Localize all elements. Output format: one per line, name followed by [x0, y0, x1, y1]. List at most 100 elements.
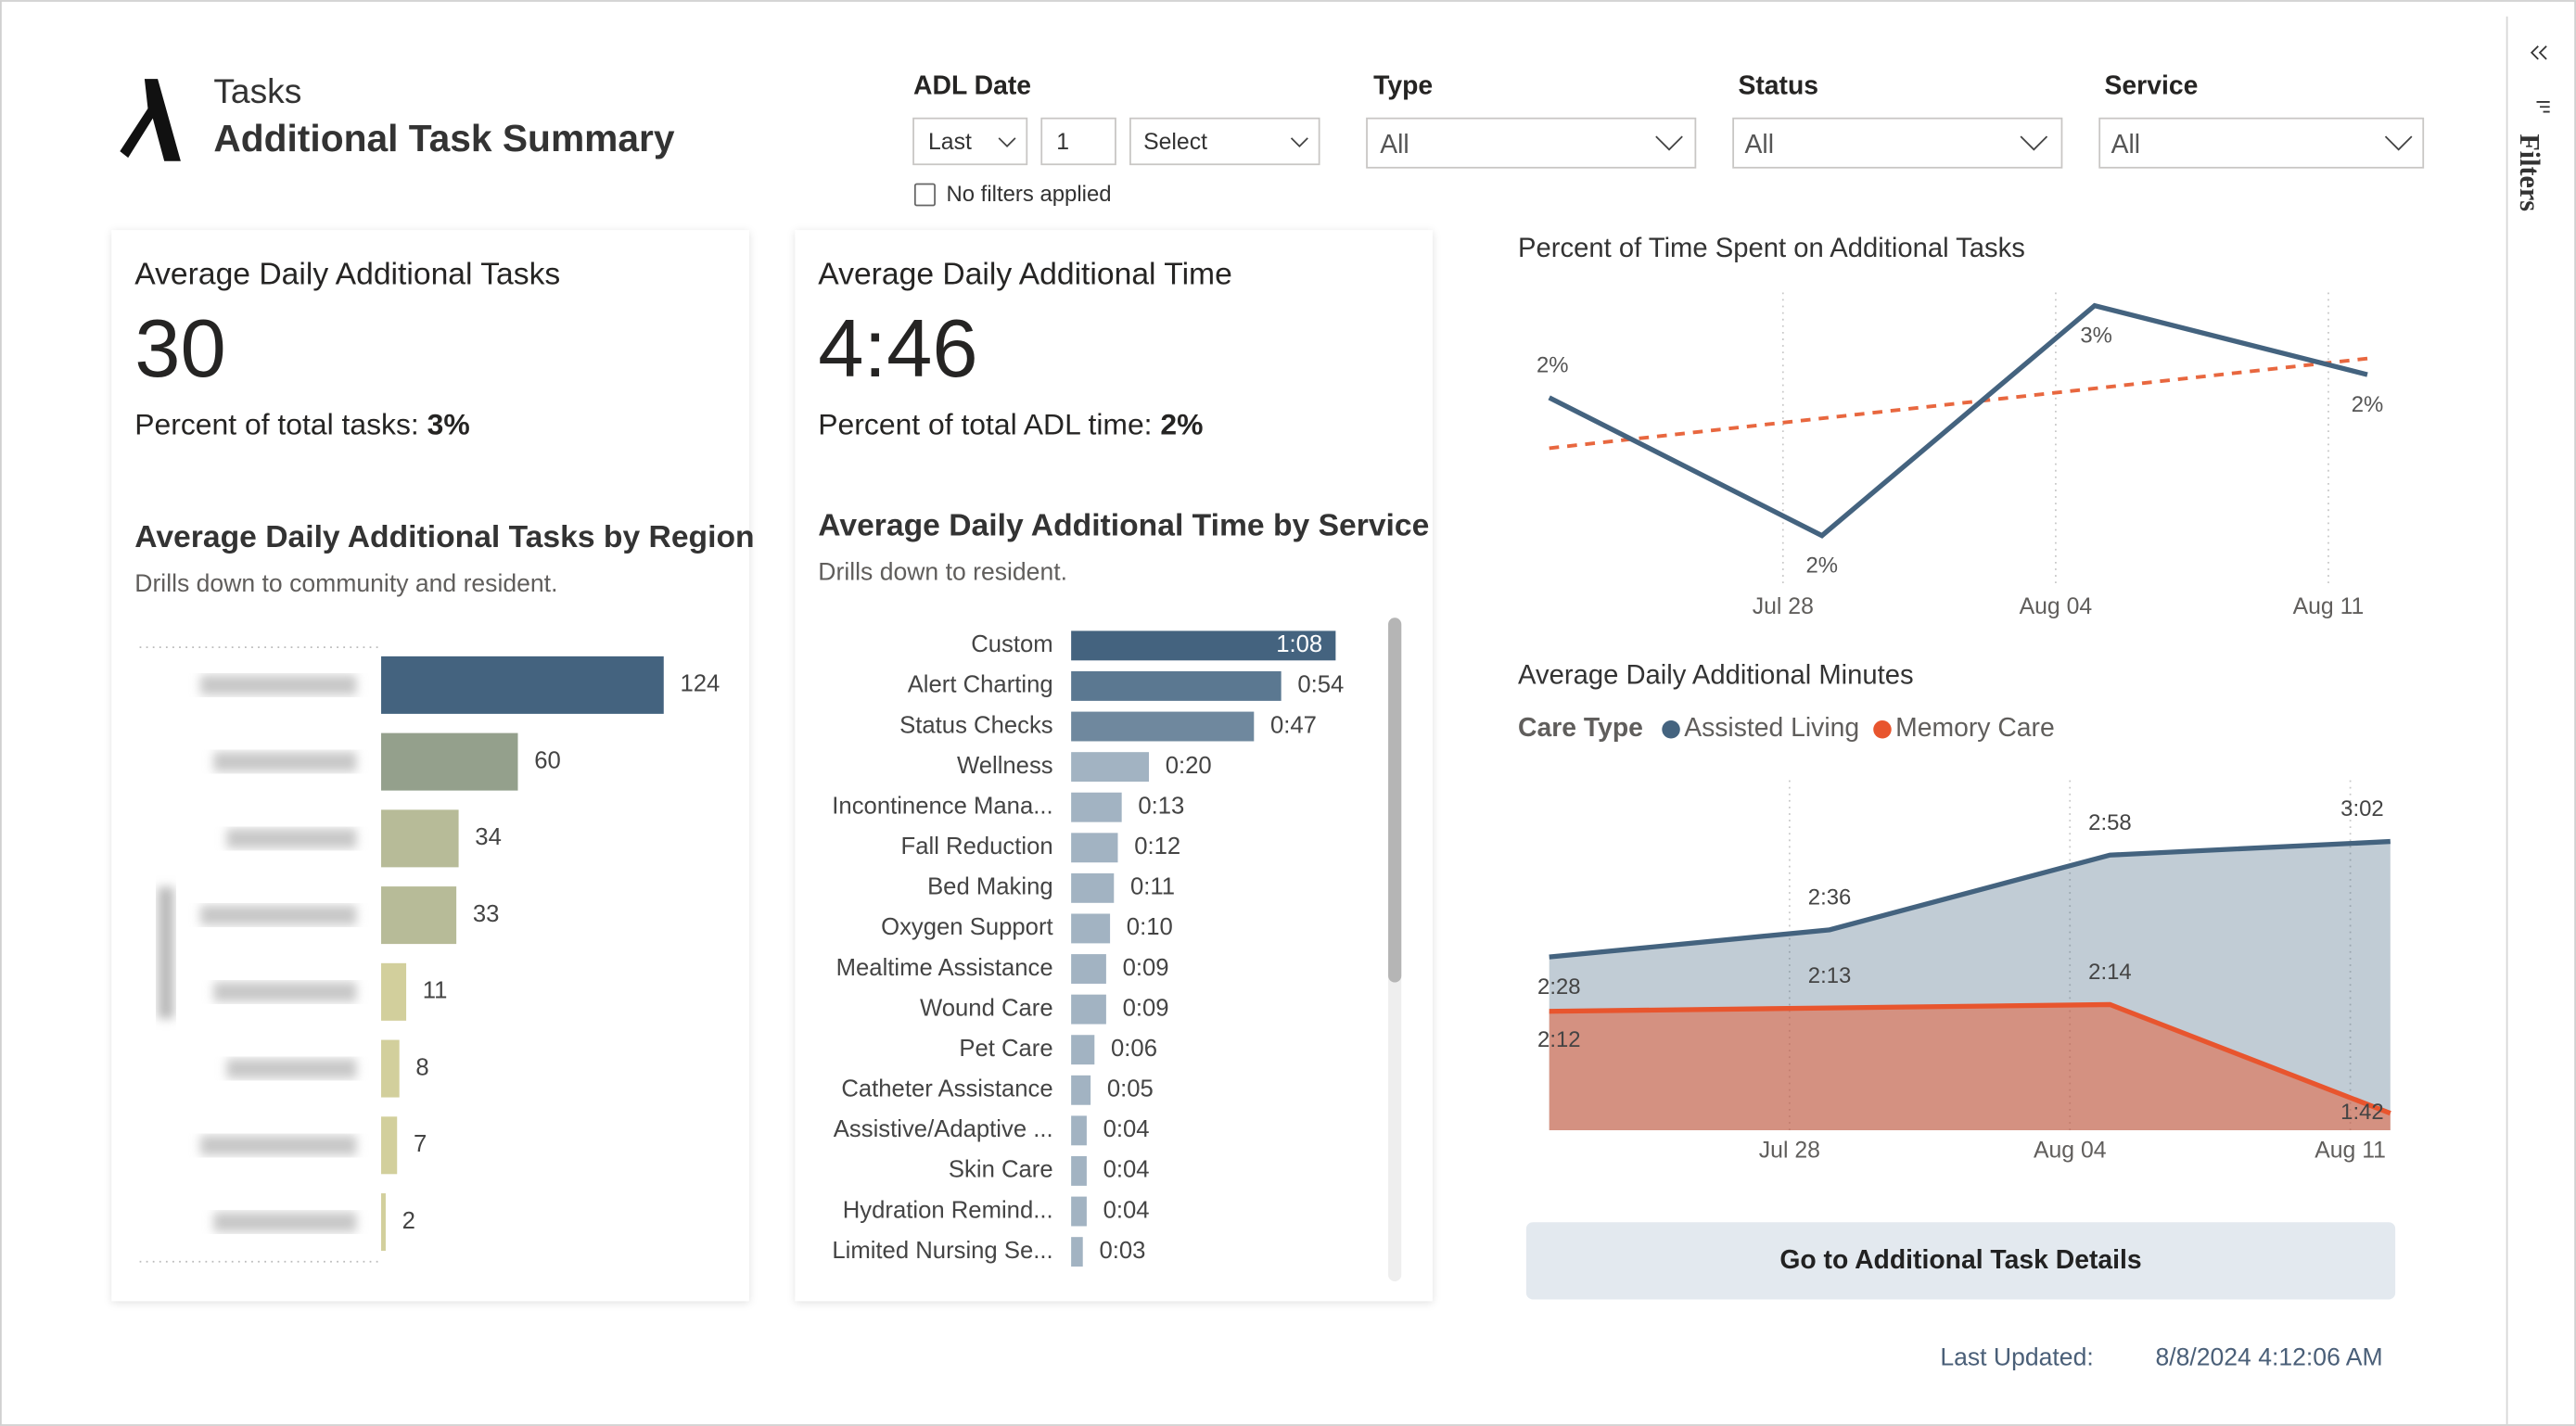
blurred-category-label — [226, 828, 357, 848]
legend-title: Care Type — [1518, 713, 1643, 743]
bar — [381, 1039, 400, 1098]
bar — [381, 1116, 398, 1175]
dropdown[interactable] — [2098, 117, 2425, 169]
x-tick-label: Jul 28 — [1753, 594, 1814, 619]
kpi-note: Percent of total ADL time: 2% — [818, 408, 1203, 441]
data-label: 0:06 — [1111, 1036, 1157, 1062]
data-label: 2:13 — [1808, 963, 1852, 988]
data-label: 0:04 — [1103, 1197, 1150, 1223]
kpi-title: Average Daily Additional Tasks — [134, 258, 560, 292]
category-label: Pet Care — [959, 1036, 1052, 1062]
dropdown-value: Last — [928, 130, 972, 155]
data-label: 7 — [414, 1131, 427, 1157]
data-label: 2 — [402, 1208, 415, 1234]
filter-label: Service — [2105, 70, 2199, 100]
data-label: 34 — [475, 824, 502, 850]
kpi-value: 4:46 — [818, 302, 977, 394]
blurred-category-label — [226, 1058, 357, 1079]
bar — [1071, 1115, 1087, 1146]
data-label: 0:04 — [1103, 1157, 1150, 1183]
blurred-category-label — [213, 982, 357, 1002]
chevron — [998, 137, 1016, 148]
dropdown[interactable] — [1129, 117, 1320, 166]
data-label: 0:12 — [1134, 834, 1180, 859]
x-tick-label: Jul 28 — [1759, 1139, 1820, 1164]
scrollbar-thumb[interactable] — [1388, 618, 1402, 983]
data-label: 0:11 — [1130, 874, 1175, 900]
chevron — [2384, 135, 2413, 151]
data-label: 11 — [423, 978, 448, 1004]
bar — [1071, 792, 1122, 822]
category-label: Alert Charting — [908, 672, 1053, 698]
collapse-button[interactable] — [2530, 45, 2547, 60]
blurred-category-label — [213, 751, 357, 772]
bar — [1071, 833, 1118, 863]
dropdown-value: All — [1380, 130, 1409, 159]
footer-value: 8/8/2024 4:12:06 AM — [2155, 1343, 2382, 1370]
data-label: 2:58 — [2088, 810, 2132, 835]
dropdown[interactable] — [912, 117, 1028, 166]
bar — [381, 656, 664, 714]
data-label: 33 — [473, 901, 500, 927]
chart-title: Percent of Time Spent on Additional Task… — [1518, 234, 2025, 263]
data-label: 2% — [1806, 554, 1839, 579]
kpi-note: Percent of total tasks: 3% — [134, 408, 469, 441]
bar — [1071, 954, 1106, 984]
data-label: 8 — [415, 1054, 428, 1080]
blurred-category-label — [213, 1212, 357, 1232]
filter-pane-label[interactable]: Filters — [2514, 134, 2545, 211]
blurred-axis-title — [158, 886, 174, 1019]
filter-glyph — [2536, 101, 2550, 113]
bar — [1071, 630, 1336, 661]
category-label: Oxygen Support — [881, 914, 1053, 940]
category-label: Limited Nursing Se... — [832, 1238, 1052, 1264]
line — [1549, 1001, 2391, 1116]
data-label: 0:54 — [1297, 672, 1344, 698]
category-label: Bed Making — [927, 874, 1053, 900]
category-label: Status Checks — [899, 712, 1053, 738]
bar — [1071, 752, 1150, 783]
category-label: Wellness — [957, 753, 1053, 779]
chevron — [2020, 135, 2048, 151]
input[interactable] — [1040, 117, 1116, 166]
category-label: Assistive/Adaptive ... — [834, 1116, 1053, 1142]
dropdown[interactable] — [1732, 117, 2063, 169]
nav-button[interactable] — [1525, 1222, 2396, 1300]
legend-label: Memory Care — [1895, 713, 2055, 743]
blurred-category-label — [200, 1135, 357, 1155]
charts: 124 60 34 33 11 8 7 2 Custom 1:08 Alert Charting 0:… — [200, 292, 2391, 1267]
logo — [120, 79, 181, 161]
data-label: 60 — [534, 747, 561, 773]
filter-label: Status — [1738, 70, 1818, 100]
chevron — [1290, 137, 1308, 148]
kpi-title: Average Daily Additional Time — [818, 258, 1232, 292]
legend-marker — [1873, 719, 1892, 739]
data-label: 0:09 — [1123, 995, 1169, 1021]
chevron — [1655, 135, 1683, 151]
footer-label: Last Updated: — [1940, 1343, 2093, 1370]
bar — [1071, 1237, 1083, 1267]
legend-label: Assisted Living — [1684, 713, 1859, 743]
dropdown[interactable] — [1366, 117, 1697, 169]
category-label: Incontinence Mana... — [832, 793, 1052, 819]
line — [1549, 838, 2391, 960]
filter-label: Type — [1373, 70, 1433, 100]
data-label: 2% — [2352, 392, 2384, 417]
chart-title: Average Daily Additional Time by Service — [818, 509, 1429, 543]
x-tick-label: Aug 04 — [2034, 1139, 2107, 1164]
bar — [1071, 1075, 1091, 1105]
nav-button-label[interactable]: Go to Additional Task Details — [1779, 1245, 2141, 1275]
kpi-note-label: Percent of total ADL time: — [818, 408, 1152, 441]
bar — [1071, 670, 1282, 701]
bar — [381, 886, 457, 945]
data-label: 1:08 — [1276, 631, 1322, 657]
area — [1549, 1004, 2391, 1131]
dropdown-value: All — [2111, 130, 2140, 159]
data-label: 3:02 — [2340, 796, 2384, 821]
section-title: Tasks — [213, 71, 301, 110]
data-label: 2:14 — [2088, 960, 2132, 985]
bar — [1071, 994, 1106, 1025]
x-tick-label: Aug 11 — [2293, 594, 2365, 619]
legend-marker — [1662, 719, 1680, 739]
